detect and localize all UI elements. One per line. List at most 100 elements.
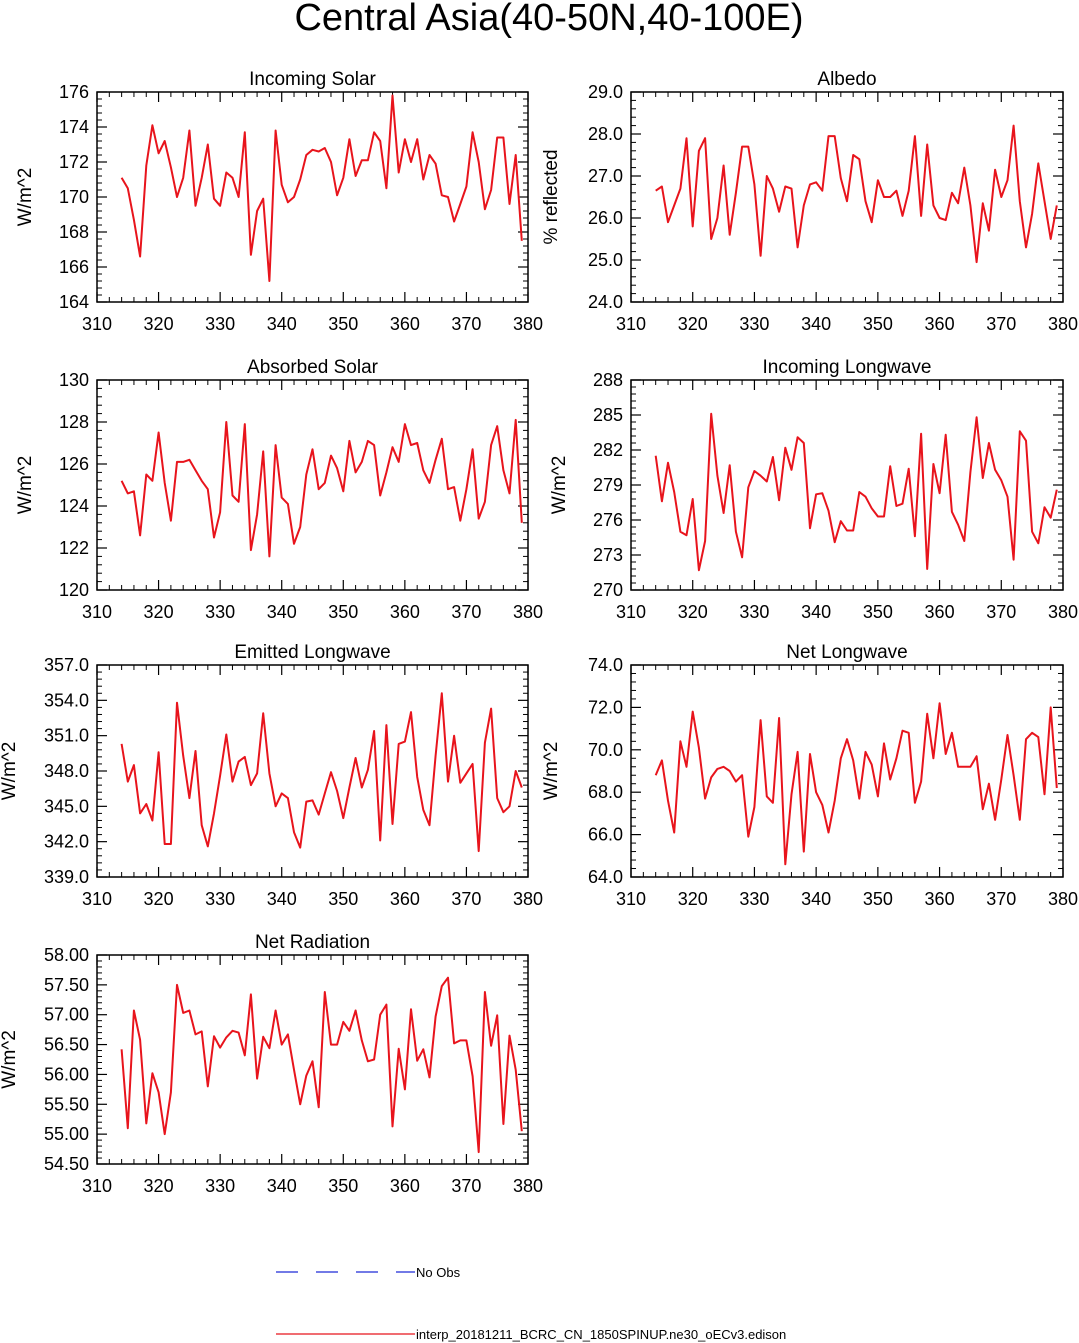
y-tick-label: 351.0 bbox=[44, 726, 89, 746]
y-tick-label: 24.0 bbox=[588, 292, 623, 312]
panel-title: Net Longwave bbox=[786, 642, 907, 663]
x-tick-label: 350 bbox=[328, 602, 358, 622]
x-tick-label: 330 bbox=[739, 602, 769, 622]
x-tick-label: 360 bbox=[390, 314, 420, 334]
y-tick-label: 164 bbox=[59, 292, 89, 312]
x-tick-label: 340 bbox=[267, 1176, 297, 1196]
y-tick-label: 28.0 bbox=[588, 124, 623, 144]
x-tick-label: 380 bbox=[513, 889, 543, 909]
x-tick-label: 380 bbox=[513, 1176, 543, 1196]
x-tick-label: 350 bbox=[328, 889, 358, 909]
panel-1: Incoming Solar W/m^2 310 320 330 340 350 360 370… bbox=[15, 69, 543, 334]
x-tick-label: 350 bbox=[863, 314, 893, 334]
x-tick-label: 330 bbox=[205, 1176, 235, 1196]
panels: Incoming Solar W/m^2 310 320 330 340 350 360 370… bbox=[0, 69, 1078, 1196]
y-tick-label: 282 bbox=[593, 440, 623, 460]
x-tick-label: 380 bbox=[1048, 602, 1078, 622]
x-tick-label: 350 bbox=[328, 1176, 358, 1196]
y-tick-label: 57.50 bbox=[44, 975, 89, 995]
y-axis-label: W/m^2 bbox=[541, 742, 562, 801]
y-tick-label: 58.00 bbox=[44, 945, 89, 965]
x-tick-label: 360 bbox=[925, 314, 955, 334]
y-tick-label: 348.0 bbox=[44, 761, 89, 781]
y-axis-label: W/m^2 bbox=[15, 168, 36, 227]
y-tick-label: 279 bbox=[593, 475, 623, 495]
x-tick-label: 340 bbox=[267, 889, 297, 909]
x-tick-label: 320 bbox=[678, 602, 708, 622]
y-tick-label: 166 bbox=[59, 257, 89, 277]
x-tick-label: 370 bbox=[451, 602, 481, 622]
x-tick-label: 370 bbox=[986, 889, 1016, 909]
panel-3: Absorbed Solar W/m^2 310 320 330 340 350 360 370… bbox=[15, 357, 543, 622]
x-tick-label: 310 bbox=[82, 314, 112, 334]
y-tick-label: 55.50 bbox=[44, 1094, 89, 1114]
x-tick-label: 380 bbox=[513, 602, 543, 622]
y-axis-label: W/m^2 bbox=[0, 742, 20, 801]
x-tick-label: 340 bbox=[267, 314, 297, 334]
y-axis-label: % reflected bbox=[541, 149, 562, 244]
panel-4: Incoming Longwave W/m^2 310 320 330 340 350 360… bbox=[549, 357, 1078, 622]
plot-frame bbox=[96, 91, 529, 303]
series-line bbox=[120, 418, 523, 558]
plot-frame bbox=[96, 379, 529, 591]
y-tick-label: 55.00 bbox=[44, 1124, 89, 1144]
x-tick-label: 310 bbox=[82, 1176, 112, 1196]
x-tick-label: 310 bbox=[82, 889, 112, 909]
plot-frame bbox=[96, 954, 529, 1165]
y-tick-label: 357.0 bbox=[44, 655, 89, 675]
panel-title: Incoming Longwave bbox=[763, 357, 932, 378]
x-tick-label: 360 bbox=[390, 602, 420, 622]
panel-5: Emitted Longwave W/m^2 310 320 330 340 350 360 3… bbox=[0, 642, 543, 909]
y-tick-label: 70.0 bbox=[588, 740, 623, 760]
legend-label-no-obs: No Obs bbox=[416, 1265, 461, 1280]
x-tick-label: 330 bbox=[205, 889, 235, 909]
x-tick-label: 310 bbox=[616, 602, 646, 622]
y-tick-label: 54.50 bbox=[44, 1154, 89, 1174]
x-tick-label: 320 bbox=[144, 314, 174, 334]
x-tick-label: 350 bbox=[863, 602, 893, 622]
panel-6: Net Longwave W/m^2 310 320 330 340 350 360 370 38… bbox=[541, 642, 1078, 909]
y-tick-label: 126 bbox=[59, 454, 89, 474]
series-line bbox=[120, 94, 523, 282]
x-tick-label: 360 bbox=[390, 1176, 420, 1196]
x-tick-label: 320 bbox=[144, 602, 174, 622]
x-tick-label: 380 bbox=[1048, 314, 1078, 334]
y-tick-label: 68.0 bbox=[588, 782, 623, 802]
y-axis-label: W/m^2 bbox=[0, 1030, 20, 1089]
y-axis-label: W/m^2 bbox=[15, 456, 36, 515]
y-tick-label: 56.50 bbox=[44, 1035, 89, 1055]
y-tick-label: 56.00 bbox=[44, 1064, 89, 1084]
x-tick-label: 330 bbox=[205, 602, 235, 622]
x-tick-label: 310 bbox=[616, 314, 646, 334]
y-tick-label: 172 bbox=[59, 152, 89, 172]
y-tick-label: 124 bbox=[59, 496, 89, 516]
y-tick-label: 122 bbox=[59, 538, 89, 558]
y-tick-label: 29.0 bbox=[588, 82, 623, 102]
panel-title: Net Radiation bbox=[255, 932, 370, 953]
x-tick-label: 350 bbox=[863, 889, 893, 909]
x-tick-label: 330 bbox=[205, 314, 235, 334]
panel-title: Incoming Solar bbox=[249, 69, 376, 90]
plot-frame bbox=[630, 379, 1064, 591]
x-tick-label: 340 bbox=[801, 889, 831, 909]
y-tick-label: 128 bbox=[59, 412, 89, 432]
x-tick-label: 350 bbox=[328, 314, 358, 334]
x-tick-label: 320 bbox=[678, 314, 708, 334]
y-tick-label: 273 bbox=[593, 545, 623, 565]
y-tick-label: 285 bbox=[593, 405, 623, 425]
y-tick-label: 26.0 bbox=[588, 208, 623, 228]
x-tick-label: 330 bbox=[739, 889, 769, 909]
y-tick-label: 288 bbox=[593, 370, 623, 390]
x-tick-label: 340 bbox=[267, 602, 297, 622]
legend: No Obs interp_20181211_BCRC_CN_1850SPINUP… bbox=[276, 1265, 786, 1342]
y-tick-label: 72.0 bbox=[588, 697, 623, 717]
panel-title: Absorbed Solar bbox=[247, 357, 379, 378]
x-tick-label: 370 bbox=[451, 314, 481, 334]
x-tick-label: 360 bbox=[925, 889, 955, 909]
x-tick-label: 380 bbox=[513, 314, 543, 334]
series-line bbox=[120, 692, 523, 853]
y-tick-label: 345.0 bbox=[44, 796, 89, 816]
plot-frame bbox=[630, 91, 1064, 303]
panel-title: Emitted Longwave bbox=[234, 642, 390, 663]
